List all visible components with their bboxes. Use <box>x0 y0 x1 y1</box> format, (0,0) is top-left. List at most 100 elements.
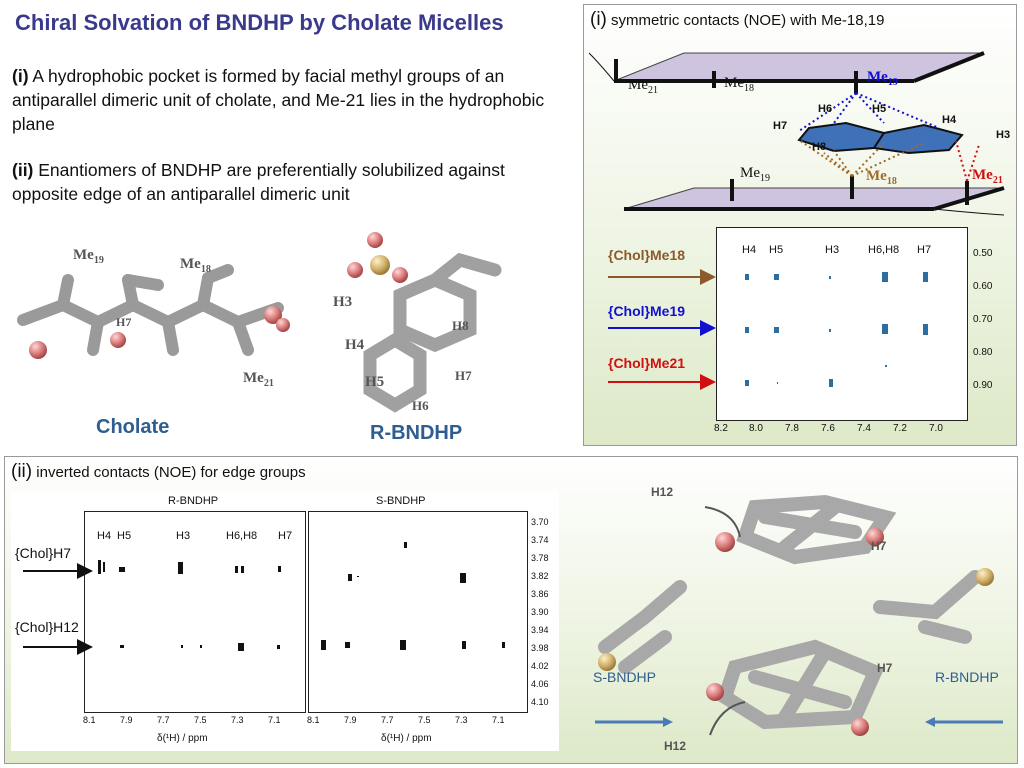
spec2-left-xtick-1: 7.9 <box>120 715 133 725</box>
spec2-right-xtick-5: 7.1 <box>492 715 505 725</box>
model-label-h7-top: H7 <box>871 539 887 553</box>
spec2-ytick-10: 4.10 <box>531 697 549 707</box>
micelle-dimer-diagram <box>588 51 1005 216</box>
panel-two-row-arrows <box>23 563 93 655</box>
spec2-col-h5: H5 <box>117 530 132 542</box>
spec2-ytick-2: 3.78 <box>531 553 549 563</box>
spec1-xtick-4: 7.4 <box>857 423 871 434</box>
spectrum-one-peaks <box>745 272 928 387</box>
bndhp-label-h5: H5 <box>365 374 385 390</box>
spec1-xtick-1: 8.0 <box>749 423 763 434</box>
spec1-ytick-2: 0.70 <box>973 314 993 325</box>
page-title: Chiral Solvation of BNDHP by Cholate Mic… <box>15 10 504 35</box>
row-label-me21: {Chol}Me21 <box>608 355 686 371</box>
point-one-body: A hydrophobic pocket is formed by facial… <box>12 66 545 134</box>
r-spectrum-peaks <box>98 560 281 651</box>
cholate-caption: Cholate <box>96 416 170 438</box>
diagram-h3: H3 <box>996 129 1011 141</box>
spec2-right-xtick-0: 8.1 <box>307 715 320 725</box>
point-two-marker: (ii) <box>12 160 34 180</box>
spec2-ytick-1: 3.74 <box>531 535 549 545</box>
point-two-body: Enantiomers of BNDHP are preferentially … <box>12 160 505 204</box>
point-two-text: (ii) Enantiomers of BNDHP are preferenti… <box>12 158 572 206</box>
model-label-s-bndhp: S-BNDHP <box>593 669 657 685</box>
diagram-me21-top: Me21 <box>628 77 658 96</box>
cholate-molecule-image <box>17 264 290 359</box>
symmetric-contacts-panel: (i) symmetric contacts (NOE) with Me-18,… <box>583 4 1017 446</box>
panel-two-title: (ii) inverted contacts (NOE) for edge gr… <box>11 461 306 482</box>
r-bndhp-spectrum: H4 H5 H3 H6,H8 H7 <box>84 511 306 713</box>
bndhp-label-h7: H7 <box>455 368 472 383</box>
r-bndhp-caption: R-BNDHP <box>370 422 463 444</box>
spec1-ytick-0: 0.50 <box>973 248 993 259</box>
row-label-me19: {Chol}Me19 <box>608 303 686 319</box>
spec1-xtick-0: 8.2 <box>714 423 728 434</box>
spec2-ytick-4: 3.86 <box>531 589 549 599</box>
spec2-left-xtick-2: 7.7 <box>157 715 170 725</box>
spec1-xtick-2: 7.8 <box>785 423 799 434</box>
spec2-ytick-7: 3.98 <box>531 643 549 653</box>
model-label-r-bndhp: R-BNDHP <box>935 669 999 685</box>
spec1-ytick-3: 0.80 <box>973 347 993 358</box>
spec1-xtick-3: 7.6 <box>821 423 835 434</box>
cholate-label-me18: Me18 <box>180 256 211 275</box>
spec2-left-xtick-0: 8.1 <box>83 715 96 725</box>
spec2-col-h3: H3 <box>176 530 191 542</box>
spec2-ytick-8: 4.02 <box>531 661 549 671</box>
spec1-col-h7: H7 <box>917 244 932 256</box>
spec2-ytick-5: 3.90 <box>531 607 549 617</box>
inverted-contacts-panel: (ii) inverted contacts (NOE) for edge gr… <box>4 456 1018 764</box>
spec2-ytick-0: 3.70 <box>531 517 549 527</box>
bndhp-label-h3: H3 <box>333 294 353 310</box>
r-bndhp-molecule-image <box>347 232 502 413</box>
spec2-col-h7: H7 <box>278 530 293 542</box>
panel-one-title: (i) symmetric contacts (NOE) with Me-18,… <box>590 9 885 30</box>
spec2-right-xtick-2: 7.7 <box>381 715 394 725</box>
spec2-col-h4: H4 <box>97 530 112 542</box>
model-label-h12-bottom: H12 <box>664 739 687 753</box>
model-label-h12-top: H12 <box>651 485 674 499</box>
s-bndhp-spectrum <box>308 511 528 713</box>
noesy-spectrum-panel-one: H4 H5 H3 H6,H8 H7 <box>716 227 968 421</box>
spec2-right-xaxis-label: δ(¹H) / ppm <box>381 733 432 744</box>
spec2-right-title: S-BNDHP <box>376 495 426 507</box>
point-one-marker: (i) <box>12 66 29 86</box>
cholate-label-me21: Me21 <box>243 370 274 389</box>
cholate-label-me19: Me19 <box>73 247 104 266</box>
row-label-h7: {Chol}H7 <box>15 545 72 561</box>
spec2-left-xtick-4: 7.3 <box>231 715 244 725</box>
spec1-col-h3: H3 <box>825 244 840 256</box>
diagram-me18-bottom: Me18 <box>866 168 897 187</box>
spec2-ytick-9: 4.06 <box>531 679 549 689</box>
model-label-h7-bottom: H7 <box>877 661 893 675</box>
micelle-binding-models <box>595 494 1003 736</box>
diagram-h8: H8 <box>812 141 827 153</box>
bndhp-label-h6: H6 <box>412 398 429 413</box>
spec2-left-xtick-5: 7.1 <box>268 715 281 725</box>
point-one-text: (i) A hydrophobic pocket is formed by fa… <box>12 64 572 136</box>
diagram-me18-top: Me18 <box>724 75 754 94</box>
diagram-h7: H7 <box>773 120 788 132</box>
spec2-right-xtick-4: 7.3 <box>455 715 468 725</box>
spec1-col-h6h8: H6,H8 <box>868 244 900 256</box>
spec2-ytick-3: 3.82 <box>531 571 549 581</box>
bndhp-label-h8: H8 <box>452 318 469 333</box>
diagram-h5: H5 <box>872 103 887 115</box>
spec2-left-xaxis-label: δ(¹H) / ppm <box>157 733 208 744</box>
spec2-right-xtick-3: 7.5 <box>418 715 431 725</box>
diagram-h4: H4 <box>942 114 957 126</box>
spec2-col-h6h8: H6,H8 <box>226 530 258 542</box>
row-label-me18: {Chol}Me18 <box>608 247 686 263</box>
spec2-ytick-6: 3.94 <box>531 625 549 635</box>
spec2-right-xtick-1: 7.9 <box>344 715 357 725</box>
spec1-ytick-4: 0.90 <box>973 380 993 391</box>
spec1-col-h4: H4 <box>742 244 757 256</box>
s-spectrum-peaks <box>321 542 505 650</box>
spec1-col-h5: H5 <box>769 244 784 256</box>
row-label-h12: {Chol}H12 <box>15 619 79 635</box>
spec1-xtick-5: 7.2 <box>893 423 907 434</box>
diagram-h6: H6 <box>818 103 833 115</box>
spec1-ytick-1: 0.60 <box>973 281 993 292</box>
diagram-me21-bottom: Me21 <box>972 167 1003 186</box>
cholate-label-h7: H7 <box>116 315 132 329</box>
